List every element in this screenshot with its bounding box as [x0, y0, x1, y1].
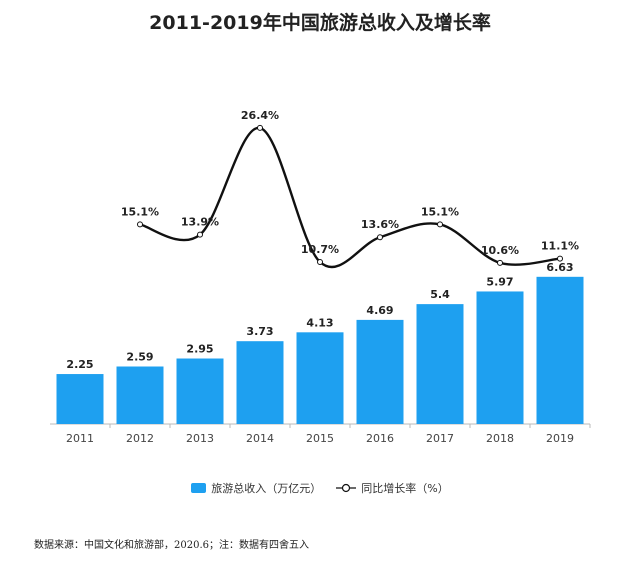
growth-label-2016: 13.6% [361, 218, 399, 231]
legend-bar-swatch [191, 483, 207, 493]
bar-label-2018: 5.97 [486, 275, 513, 288]
bar-2014 [236, 341, 284, 424]
x-tick-label-2017: 2017 [426, 432, 454, 445]
legend-item-line: 同比增长率（%） [335, 480, 449, 496]
growth-label-2014: 26.4% [241, 109, 279, 122]
bar-label-2011: 2.25 [66, 358, 93, 371]
legend-line-marker-icon [336, 483, 357, 493]
bar-2018 [476, 291, 524, 424]
bar-label-2017: 5.4 [430, 288, 450, 301]
bar-2016 [356, 319, 404, 424]
legend-item-bar: 旅游总收入（万亿元） [191, 480, 321, 496]
chart: 2.25 2011 2.59 2012 2.95 2013 3.73 2014 4.13 2015… [50, 109, 591, 445]
bar-label-2014: 3.73 [246, 325, 273, 338]
growth-point-2014 [257, 124, 263, 131]
growth-label-2017: 15.1% [421, 205, 459, 218]
bar-label-2019: 6.63 [546, 261, 573, 274]
growth-label-2018: 10.6% [481, 244, 519, 257]
bar-label-2016: 4.69 [366, 304, 393, 317]
legend-bar-label: 旅游总收入（万亿元） [211, 482, 322, 495]
growth-label-2019: 11.1% [541, 240, 579, 253]
x-tick-label-2011: 2011 [66, 432, 94, 445]
growth-point-2015 [317, 259, 323, 265]
x-tick-label-2019: 2019 [546, 432, 574, 445]
growth-point-2013 [197, 231, 203, 238]
x-tick-label-2016: 2016 [366, 432, 394, 445]
legend: 旅游总收入（万亿元） 同比增长率（%） [0, 480, 640, 496]
growth-label-2015: 10.7% [301, 243, 339, 256]
growth-point-2016 [377, 234, 383, 241]
growth-point-2019 [557, 255, 563, 262]
growth-point-2012 [137, 221, 143, 228]
bar-label-2013: 2.95 [186, 343, 213, 356]
bar-2015 [296, 332, 344, 424]
x-tick-label-2013: 2013 [186, 432, 214, 445]
x-tick-label-2018: 2018 [486, 432, 514, 445]
chart-title: 2011-2019年中国旅游总收入及增长率 [149, 12, 491, 34]
growth-point-2018 [497, 259, 503, 266]
growth-line [139, 126, 561, 269]
bar-2019 [536, 276, 584, 424]
x-tick-label-2015: 2015 [306, 432, 334, 445]
growth-point-2017 [437, 221, 443, 228]
x-tick-label-2012: 2012 [126, 432, 154, 445]
legend-line-label: 同比增长率（%） [361, 482, 449, 495]
bar-2017 [416, 304, 464, 424]
bar-2013 [176, 358, 224, 424]
growth-label-2012: 15.1% [121, 205, 159, 218]
bar-label-2012: 2.59 [126, 351, 153, 364]
bar-2011 [56, 374, 104, 424]
growth-label-2013: 13.9% [181, 216, 219, 229]
x-tick-label-2014: 2014 [246, 432, 274, 445]
source-note: 数据来源：中国文化和旅游部，2020.6；注：数据有四舍五入 [34, 540, 309, 551]
bar-label-2015: 4.13 [306, 316, 333, 329]
bar-2012 [116, 366, 164, 424]
